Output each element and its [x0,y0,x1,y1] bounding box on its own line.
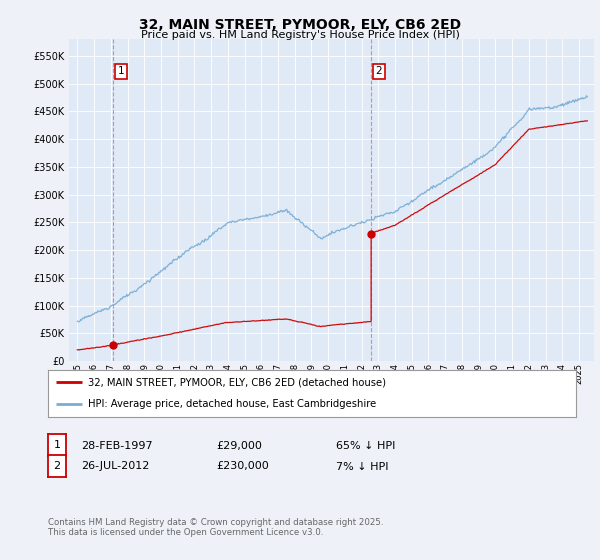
Text: 1: 1 [53,440,61,450]
Text: £29,000: £29,000 [216,441,262,451]
Text: HPI: Average price, detached house, East Cambridgeshire: HPI: Average price, detached house, East… [88,399,376,409]
Text: 1: 1 [118,67,124,76]
Text: 2: 2 [376,67,382,76]
Text: 28-FEB-1997: 28-FEB-1997 [81,441,152,451]
Text: 2: 2 [53,461,61,471]
Text: 65% ↓ HPI: 65% ↓ HPI [336,441,395,451]
Text: 32, MAIN STREET, PYMOOR, ELY, CB6 2ED: 32, MAIN STREET, PYMOOR, ELY, CB6 2ED [139,18,461,32]
Text: 7% ↓ HPI: 7% ↓ HPI [336,461,389,472]
Text: Price paid vs. HM Land Registry's House Price Index (HPI): Price paid vs. HM Land Registry's House … [140,30,460,40]
Text: 26-JUL-2012: 26-JUL-2012 [81,461,149,472]
Text: Contains HM Land Registry data © Crown copyright and database right 2025.
This d: Contains HM Land Registry data © Crown c… [48,518,383,538]
Text: £230,000: £230,000 [216,461,269,472]
Text: 32, MAIN STREET, PYMOOR, ELY, CB6 2ED (detached house): 32, MAIN STREET, PYMOOR, ELY, CB6 2ED (d… [88,377,386,388]
